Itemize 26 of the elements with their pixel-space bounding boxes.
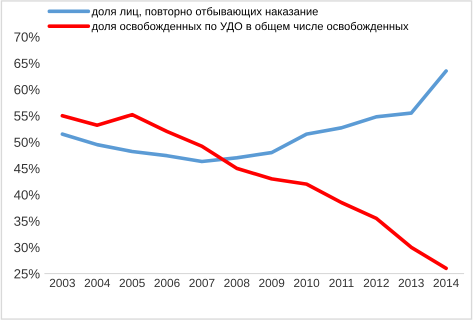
legend-label: доля лиц, повторно отбывающих наказание <box>92 7 318 18</box>
x-tick-label: 2006 <box>154 278 180 288</box>
y-tick-label: 70% <box>14 32 40 42</box>
y-tick-label: 50% <box>14 138 40 147</box>
x-tick-label: 2010 <box>294 278 320 288</box>
y-tick-label: 60% <box>14 84 40 94</box>
line-series <box>60 69 448 164</box>
x-tick-label: 2014 <box>434 278 459 288</box>
x-tick-label: 2003 <box>50 278 75 288</box>
x-tick-label: 2008 <box>224 278 250 288</box>
x-tick-label: 2011 <box>329 278 354 288</box>
x-tick-label: 2009 <box>259 278 284 288</box>
y-tick-label: 55% <box>14 111 40 121</box>
y-tick-label: 40% <box>14 190 40 200</box>
x-tick-label: 2005 <box>120 278 145 288</box>
y-tick-label: 25% <box>14 269 40 279</box>
y-tick-label: 45% <box>14 164 40 174</box>
x-tick-label: 2007 <box>189 278 214 288</box>
legend-label: доля освобожденных по УДО в общем числе освобожденных <box>92 22 408 32</box>
x-tick-label: 2004 <box>84 278 110 288</box>
x-tick-label: 2013 <box>398 278 424 288</box>
x-tick-label: 2012 <box>364 278 389 288</box>
y-tick-label: 30% <box>14 242 40 252</box>
line-series <box>60 112 448 270</box>
y-tick-label: 35% <box>14 216 40 226</box>
y-tick-label: 65% <box>14 58 40 68</box>
